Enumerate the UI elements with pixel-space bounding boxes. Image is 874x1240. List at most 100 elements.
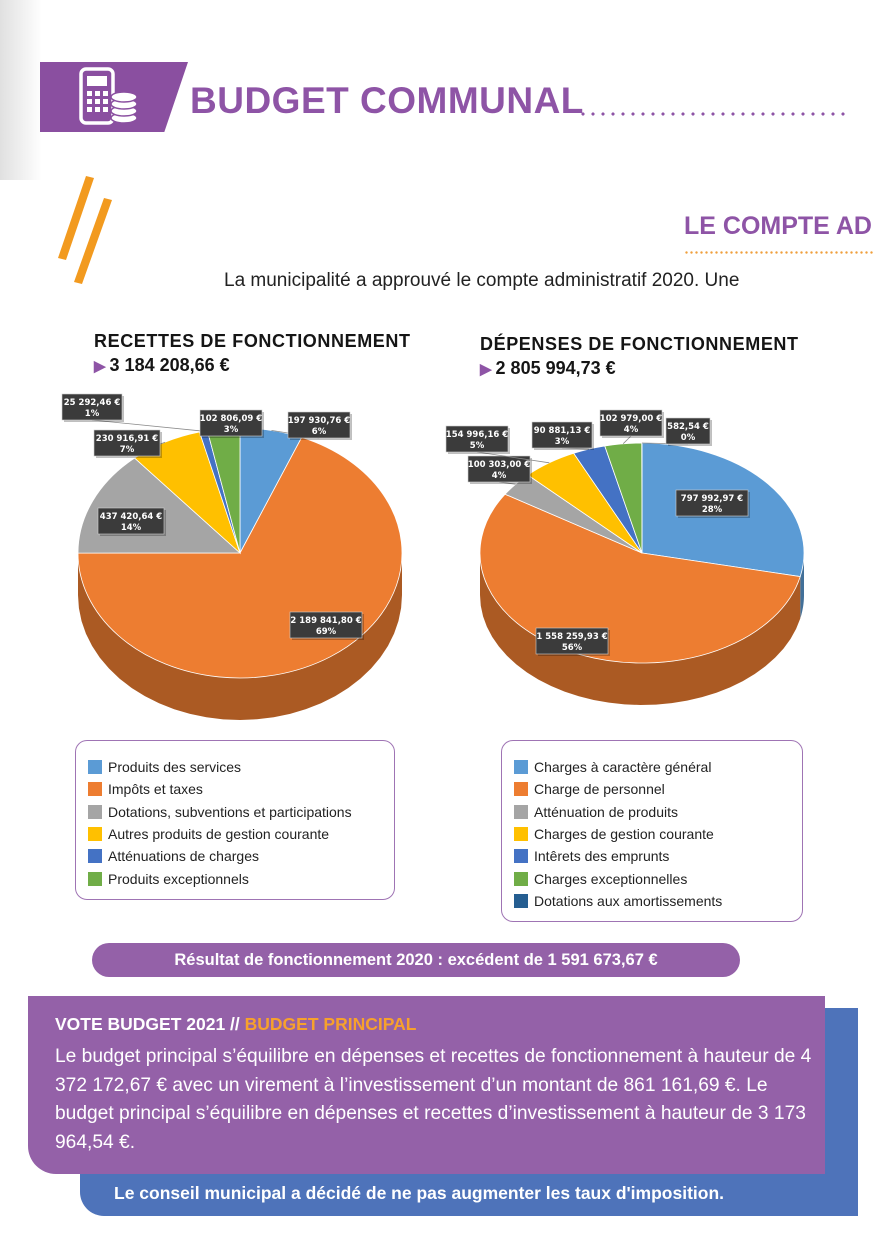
recettes-total: ▶ 3 184 208,66 € xyxy=(94,355,230,376)
leader-line xyxy=(476,451,550,464)
vote-title: VOTE BUDGET 2021 // BUDGET PRINCIPAL xyxy=(55,1014,799,1035)
pie-data-labels: 797 992,97 €28% 1 558 259,93 €56% 100 303,… xyxy=(445,409,750,656)
recettes-total-value: 3 184 208,66 € xyxy=(109,355,230,375)
pie-slices xyxy=(77,427,403,679)
data-label-box xyxy=(97,507,165,535)
data-label-value: 1 558 259,93 € xyxy=(536,632,607,642)
depenses-total-value: 2 805 994,73 € xyxy=(495,358,616,378)
conseil-note: Le conseil municipal a décidé de ne pas … xyxy=(114,1183,725,1203)
data-label-percent: 3% xyxy=(224,425,239,435)
legend-swatch xyxy=(514,893,528,908)
data-label-box xyxy=(535,627,609,655)
legend-label: Dotations aux amortissements xyxy=(534,892,723,909)
legend-item: Produits des services xyxy=(88,756,394,778)
depenses-pie-chart: 797 992,97 €28% 1 558 259,93 €56% 100 303,… xyxy=(445,409,805,705)
legend-item: Atténuations de charges xyxy=(88,845,394,867)
legend-swatch xyxy=(514,760,528,775)
data-label-percent: 1% xyxy=(85,409,100,419)
legend-item: Dotations, subventions et participations xyxy=(88,801,394,823)
legend-label: Produits des services xyxy=(108,759,242,776)
vote-title-accent: BUDGET PRINCIPAL xyxy=(244,1014,417,1034)
data-label-value: 25 292,46 € xyxy=(64,398,121,408)
data-label-box xyxy=(675,489,749,517)
data-label-percent: 3% xyxy=(555,437,570,447)
data-label-value: 797 992,97 € xyxy=(681,494,743,504)
leader-line xyxy=(91,419,204,432)
vote-title-main: VOTE BUDGET 2021 // xyxy=(55,1014,245,1034)
data-label-percent: 28% xyxy=(702,505,723,515)
data-label-percent: 7% xyxy=(120,445,135,455)
depenses-total: ▶ 2 805 994,73 € xyxy=(480,358,616,379)
orange-slashes-decoration xyxy=(58,176,112,284)
leader-line xyxy=(498,481,516,485)
depenses-title: DÉPENSES DE FONCTIONNEMENT xyxy=(480,334,799,354)
legend-label: Charges de gestion courante xyxy=(534,826,714,843)
data-label-percent: 56% xyxy=(562,643,583,653)
data-label-box xyxy=(287,411,351,439)
data-label-value: 2 189 841,80 € xyxy=(290,616,361,626)
depenses-legend: Charges à caractère général Charge de per… xyxy=(501,740,803,922)
result-banner: Résultat de fonctionnement 2020 : excéde… xyxy=(92,943,740,977)
data-label-value: 90 881,13 € xyxy=(534,426,591,436)
vote-budget-box: VOTE BUDGET 2021 // BUDGET PRINCIPAL Le … xyxy=(28,996,825,1174)
data-label-box xyxy=(665,417,711,445)
legend-item: Autres produits de gestion courante xyxy=(88,823,394,845)
pie-side-1-charges-caract-re-g-n-ral xyxy=(800,553,804,619)
data-label-percent: 4% xyxy=(492,471,507,481)
legend-swatch xyxy=(514,849,528,864)
recettes-title: RECETTES DE FONCTIONNEMENT xyxy=(94,331,411,351)
data-label-value: 102 806,09 € xyxy=(200,414,262,424)
calculator-coins-icon xyxy=(79,67,138,125)
data-label-box xyxy=(445,425,509,453)
data-label-percent: 6% xyxy=(312,427,327,437)
data-label-value: 437 420,64 € xyxy=(100,512,162,522)
legend-item: Dotations aux amortissements xyxy=(514,890,802,912)
recettes-pie-chart: 197 930,76 €6% 2 189 841,80 €69% 437 420,6… xyxy=(61,393,403,720)
pie-side-walls xyxy=(480,553,804,705)
pie-side-0-imp-ts-et-taxes xyxy=(78,553,402,720)
pie-side-1-charge-de-personnel xyxy=(480,553,801,705)
data-label-percent: 69% xyxy=(316,627,337,637)
leader-line xyxy=(622,435,632,444)
data-label-box xyxy=(289,611,363,639)
section-title: LE COMPTE AD xyxy=(684,212,872,240)
data-label-box xyxy=(199,409,263,437)
legend-swatch xyxy=(514,804,528,819)
legend-label: Intêrets des emprunts xyxy=(534,848,670,865)
pie-side-walls xyxy=(78,553,402,720)
legend-swatch xyxy=(88,849,102,864)
data-label-box xyxy=(531,421,593,449)
play-arrow-icon: ▶ xyxy=(480,361,492,378)
legend-label: Atténuations de charges xyxy=(108,848,259,865)
legend-label: Dotations, subventions et participations xyxy=(108,803,352,820)
legend-label: Charges exceptionnelles xyxy=(534,870,688,887)
legend-item: Charges de gestion courante xyxy=(514,823,802,845)
legend-item: Charge de personnel xyxy=(514,778,802,800)
title-dotted-rule xyxy=(578,112,850,116)
legend-swatch xyxy=(514,782,528,797)
data-label-value: 230 916,91 € xyxy=(96,434,158,444)
pie-slice-charge-de-personnel xyxy=(479,493,801,664)
data-label-percent: 14% xyxy=(121,523,142,533)
legend-swatch xyxy=(514,827,528,842)
legend-label: Produits exceptionnels xyxy=(108,870,249,887)
data-label-percent: 5% xyxy=(470,441,485,451)
data-label-box xyxy=(599,409,663,437)
data-label-percent: 4% xyxy=(624,425,639,435)
legend-item: Intêrets des emprunts xyxy=(514,845,802,867)
data-label-value: 100 303,00 € xyxy=(468,460,530,470)
legend-swatch xyxy=(88,804,102,819)
legend-label: Charges à caractère général xyxy=(534,759,712,776)
legend-swatch xyxy=(88,782,102,797)
data-label-value: 197 930,76 € xyxy=(288,416,350,426)
legend-swatch xyxy=(88,760,102,775)
legend-item: Charges à caractère général xyxy=(514,756,802,778)
legend-item: Atténuation de produits xyxy=(514,801,802,823)
legend-swatch xyxy=(514,871,528,886)
legend-item: Impôts et taxes xyxy=(88,778,394,800)
page-title: BUDGET COMMUNAL xyxy=(190,80,584,121)
data-label-value: 582,54 € xyxy=(667,422,709,432)
data-label-value: 154 996,16 € xyxy=(446,430,508,440)
legend-swatch xyxy=(88,827,102,842)
legend-swatch xyxy=(88,871,102,886)
